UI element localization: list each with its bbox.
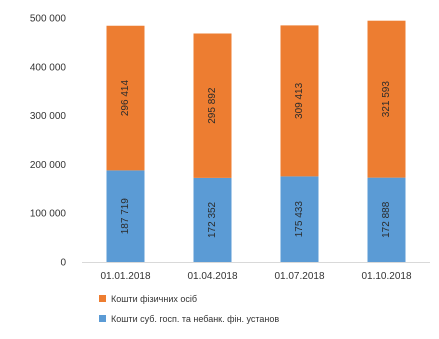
bar-segment-individuals (193, 33, 232, 178)
y-tick-label: 0 (60, 258, 66, 269)
x-tick-label: 01.04.2018 (187, 271, 237, 282)
legend-swatch (99, 295, 106, 302)
x-tick-label: 01.10.2018 (361, 271, 411, 282)
bar-segment-legal-entities (106, 170, 145, 262)
x-tick-label: 01.01.2018 (100, 271, 150, 282)
x-axis: 01.01.2018 01.04.2018 01.07.2018 01.10.2018 (82, 262, 430, 282)
y-tick-label: 500 000 (30, 14, 67, 25)
bar-segment-legal-entities (193, 177, 232, 262)
data-label: 172 352 (207, 201, 218, 238)
x-tick-label: 01.07.2018 (274, 271, 324, 282)
data-label: 175 433 (294, 201, 305, 238)
data-label: 295 892 (207, 87, 218, 124)
legend-label: Кошти суб. госп. та небанк. фін. установ (111, 314, 279, 324)
bars: 187 719 296 414 172 352 295 892 175 433 309 4… (106, 20, 406, 262)
legend-label: Кошти фізичних осіб (111, 294, 197, 304)
data-label: 309 413 (294, 82, 305, 119)
bar-segment-legal-entities (280, 176, 319, 262)
y-tick-label: 400 000 (30, 62, 67, 73)
y-tick-label: 200 000 (30, 160, 67, 171)
data-label: 321 593 (381, 81, 392, 118)
legend: Кошти фізичних осіб Кошти суб. госп. та н… (99, 294, 279, 324)
bar-segment-individuals (367, 20, 406, 178)
bar-segment-legal-entities (367, 177, 406, 262)
y-tick-label: 300 000 (30, 111, 67, 122)
data-label: 172 888 (381, 201, 392, 238)
y-axis: 0 100 000 200 000 300 000 400 000 500 000 (30, 14, 67, 269)
data-label: 296 414 (120, 80, 131, 117)
bar-segment-individuals (280, 25, 319, 177)
y-tick-label: 100 000 (30, 209, 67, 220)
bar-segment-individuals (106, 25, 145, 171)
data-label: 187 719 (120, 198, 131, 235)
legend-swatch (99, 315, 106, 322)
